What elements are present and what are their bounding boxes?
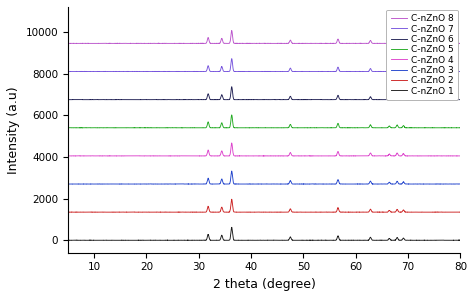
C-nZnO 4 (137, 154, 142, 158)
Y-axis label: Intensity (a.u): Intensity (a.u) (7, 86, 20, 174)
C-nZnO 2 (358, 210, 364, 214)
X-axis label: 2 theta (degree): 2 theta (degree) (213, 278, 316, 291)
Line: C-nZnO 2: C-nZnO 2 (68, 199, 461, 212)
C-nZnO 7 (215, 70, 221, 73)
C-nZnO 5 (301, 126, 306, 130)
C-nZnO 1 (358, 238, 364, 242)
C-nZnO 6 (358, 98, 364, 101)
Line: C-nZnO 8: C-nZnO 8 (68, 30, 461, 44)
C-nZnO 1 (301, 238, 306, 242)
C-nZnO 3 (358, 182, 364, 186)
Line: C-nZnO 4: C-nZnO 4 (68, 143, 461, 156)
C-nZnO 2 (458, 210, 464, 214)
C-nZnO 2 (65, 210, 71, 214)
C-nZnO 2 (229, 198, 235, 201)
C-nZnO 3 (229, 169, 235, 173)
C-nZnO 1 (137, 238, 142, 242)
C-nZnO 7 (320, 70, 326, 73)
C-nZnO 7 (65, 70, 71, 73)
C-nZnO 5 (137, 126, 142, 130)
C-nZnO 7 (65, 70, 71, 73)
C-nZnO 4 (388, 154, 393, 157)
Line: C-nZnO 6: C-nZnO 6 (68, 87, 461, 100)
C-nZnO 4 (458, 154, 464, 158)
C-nZnO 4 (301, 154, 306, 158)
C-nZnO 3 (301, 182, 306, 186)
C-nZnO 3 (388, 182, 394, 186)
C-nZnO 1 (388, 238, 394, 242)
C-nZnO 2 (137, 210, 142, 214)
C-nZnO 7 (137, 70, 142, 73)
C-nZnO 7 (301, 70, 306, 73)
C-nZnO 8 (301, 42, 306, 45)
C-nZnO 1 (229, 226, 235, 229)
C-nZnO 3 (458, 182, 464, 186)
C-nZnO 3 (65, 182, 71, 186)
C-nZnO 6 (65, 98, 71, 101)
C-nZnO 5 (388, 126, 394, 129)
C-nZnO 5 (65, 126, 71, 130)
C-nZnO 1 (320, 238, 326, 242)
C-nZnO 2 (388, 210, 394, 214)
C-nZnO 7 (388, 69, 394, 73)
C-nZnO 6 (229, 85, 235, 89)
C-nZnO 8 (65, 42, 71, 45)
C-nZnO 2 (301, 210, 306, 214)
C-nZnO 1 (458, 238, 464, 242)
C-nZnO 5 (358, 126, 364, 130)
C-nZnO 6 (388, 97, 393, 101)
C-nZnO 3 (65, 182, 71, 186)
C-nZnO 7 (229, 57, 235, 60)
C-nZnO 4 (65, 154, 71, 158)
C-nZnO 1 (215, 238, 221, 242)
C-nZnO 1 (65, 238, 71, 242)
C-nZnO 2 (215, 210, 221, 214)
C-nZnO 1 (65, 238, 71, 242)
C-nZnO 8 (137, 42, 142, 45)
C-nZnO 5 (229, 113, 235, 117)
C-nZnO 8 (320, 42, 326, 45)
C-nZnO 4 (358, 154, 364, 158)
C-nZnO 4 (320, 154, 326, 158)
C-nZnO 7 (458, 70, 464, 73)
Line: C-nZnO 5: C-nZnO 5 (68, 115, 461, 128)
Line: C-nZnO 1: C-nZnO 1 (68, 227, 461, 240)
C-nZnO 6 (215, 98, 221, 101)
C-nZnO 5 (215, 126, 221, 130)
C-nZnO 7 (358, 70, 364, 73)
Line: C-nZnO 3: C-nZnO 3 (68, 171, 461, 184)
C-nZnO 8 (215, 42, 221, 45)
C-nZnO 8 (458, 42, 464, 45)
C-nZnO 4 (215, 154, 221, 158)
C-nZnO 3 (320, 182, 326, 186)
C-nZnO 8 (358, 41, 364, 45)
C-nZnO 5 (458, 126, 464, 130)
C-nZnO 6 (458, 98, 464, 101)
C-nZnO 3 (215, 182, 221, 186)
Line: C-nZnO 7: C-nZnO 7 (68, 59, 461, 72)
C-nZnO 2 (65, 210, 71, 214)
C-nZnO 6 (320, 98, 326, 101)
C-nZnO 5 (65, 126, 71, 130)
C-nZnO 6 (137, 98, 142, 101)
C-nZnO 8 (229, 29, 235, 32)
C-nZnO 2 (320, 210, 326, 214)
C-nZnO 5 (320, 126, 326, 130)
C-nZnO 3 (137, 182, 142, 186)
C-nZnO 8 (388, 41, 393, 45)
C-nZnO 6 (301, 98, 306, 101)
C-nZnO 4 (229, 141, 235, 145)
Legend: C-nZnO 8, C-nZnO 7, C-nZnO 6, C-nZnO 5, C-nZnO 4, C-nZnO 3, C-nZnO 2, C-nZnO 1: C-nZnO 8, C-nZnO 7, C-nZnO 6, C-nZnO 5, … (386, 10, 458, 100)
